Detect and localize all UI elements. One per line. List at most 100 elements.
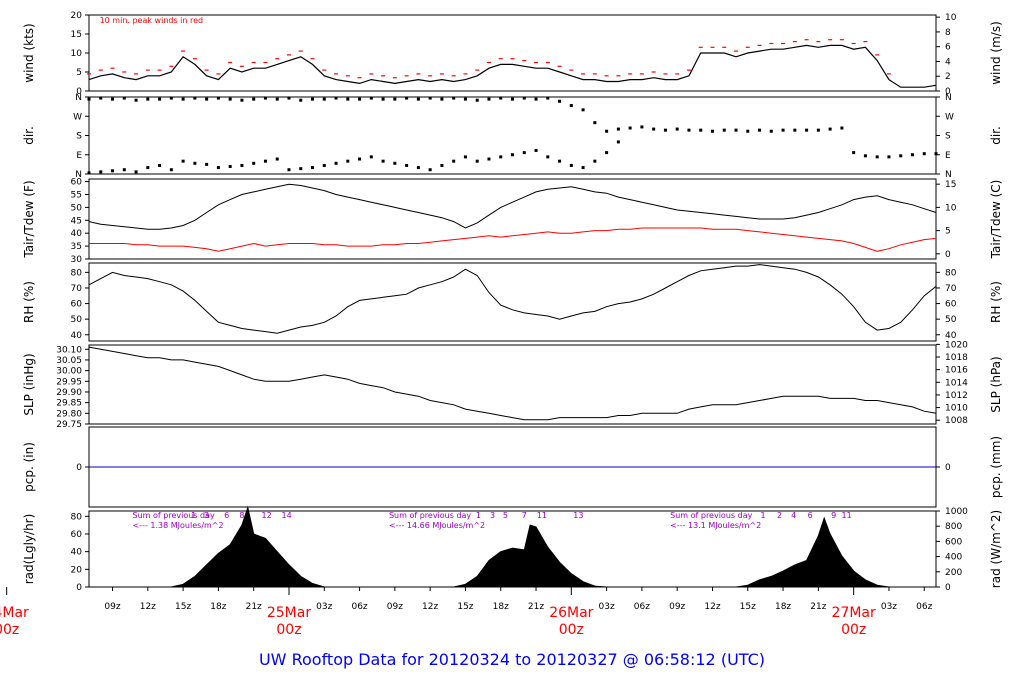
temp-left-tick-label: 50: [71, 203, 83, 213]
dir-point: [605, 151, 609, 155]
dir-point: [146, 166, 150, 170]
time-tick-label: 03z: [881, 602, 897, 612]
temp-left-tick-label: 30: [71, 255, 83, 265]
wind-series-line-1: [88, 44, 937, 88]
dir-point: [593, 159, 597, 163]
rad-hour-mark: 9: [831, 511, 836, 520]
dir-point: [416, 166, 420, 170]
dir-point: [322, 97, 326, 101]
dir-point: [875, 155, 879, 159]
time-tick-label: 12z: [140, 602, 156, 612]
slp-right-tick-label: 1008: [945, 416, 968, 426]
time-tick-label: 21z: [246, 602, 262, 612]
dir-point: [899, 154, 903, 158]
time-tick-label: 18z: [210, 602, 226, 612]
rh-left-tick-label: 40: [71, 331, 83, 341]
dir-right-axis-label: dir.: [989, 126, 1003, 145]
dir-point: [122, 96, 126, 100]
temp-right-tick-label: 5: [945, 227, 951, 237]
wind-left-axis-label: wind (kts): [22, 23, 36, 82]
pcp-left-tick-label: 0: [76, 463, 82, 473]
dir-point: [534, 148, 538, 152]
time-tick-label: 06z: [634, 602, 650, 612]
rad-right-tick-label: 400: [945, 553, 962, 563]
dir-point: [828, 127, 832, 131]
wind-panel-frame: [88, 14, 937, 92]
slp-panel-frame: [88, 344, 937, 425]
rh-right-tick-label: 40: [945, 331, 957, 341]
wind-left-tick-label: 15: [71, 30, 82, 40]
slp-left-tick-label: 30.00: [56, 367, 82, 377]
dir-point: [405, 96, 409, 100]
dir-point: [87, 97, 91, 101]
day-time-label: 00z: [841, 622, 866, 638]
slp-left-tick-label: 30.05: [56, 356, 82, 366]
time-tick-label: 18z: [775, 602, 791, 612]
rh-left-axis-label: RH (%): [22, 281, 36, 323]
dir-point: [358, 157, 362, 161]
dir-point: [381, 159, 385, 163]
dir-point: [581, 108, 585, 112]
dir-point: [522, 96, 526, 100]
temp-right-tick-label: 10: [945, 203, 957, 213]
dir-right-tick-label: W: [945, 112, 954, 122]
rad-sum-value: <--- 13.1 MJoules/m^2: [670, 521, 761, 530]
temp-left-tick-label: 35: [71, 242, 82, 252]
time-tick-label: 03z: [316, 602, 332, 612]
dir-point: [616, 127, 620, 131]
dir-point: [687, 128, 691, 132]
dir-point: [522, 151, 526, 155]
dir-point: [205, 162, 209, 166]
dir-point: [722, 128, 726, 132]
rh-panel-frame: [88, 262, 937, 342]
dir-point: [87, 171, 91, 175]
rad-left-tick-label: 20: [71, 565, 83, 575]
dir-panel-frame: [88, 96, 937, 175]
dir-point: [134, 170, 138, 174]
temp-right-tick-label: 0: [945, 250, 951, 260]
dir-point: [440, 163, 444, 167]
time-tick-label: 09z: [104, 602, 120, 612]
dir-point: [169, 96, 173, 100]
dir-point: [840, 126, 844, 130]
temp-right-axis-label: Tair/Tdew (C): [989, 180, 1003, 260]
rad-right-tick-label: 600: [945, 537, 962, 547]
dir-point: [475, 159, 479, 163]
dir-point: [534, 97, 538, 101]
rh-right-tick-label: 70: [945, 284, 957, 294]
time-tick-label: 21z: [810, 602, 826, 612]
rad-hour-mark: 5: [503, 511, 508, 520]
dir-left-tick-label: N: [75, 93, 82, 103]
rad-hour-mark: 12: [262, 511, 272, 520]
rh-right-tick-label: 80: [945, 268, 957, 278]
dir-point: [758, 128, 762, 132]
slp-right-tick-label: 1018: [945, 353, 968, 363]
dir-point: [805, 128, 809, 132]
rad-hour-mark: 14: [282, 511, 292, 520]
temp-left-tick-label: 40: [71, 229, 83, 239]
dir-point: [922, 152, 926, 156]
dir-point: [158, 163, 162, 167]
rh-left-tick-label: 50: [71, 315, 83, 325]
rad-hour-mark: 6: [224, 511, 229, 520]
dir-point: [734, 128, 738, 132]
time-tick-label: 21z: [528, 602, 544, 612]
rad-left-tick-label: 60: [71, 530, 83, 540]
dir-point: [428, 96, 432, 100]
dir-point: [346, 97, 350, 101]
dir-point: [852, 151, 856, 155]
dir-right-tick-label: N: [945, 93, 952, 103]
rad-hour-mark: 11: [537, 511, 547, 520]
dir-point: [240, 98, 244, 102]
dir-point: [393, 161, 397, 165]
wind-left-tick-label: 5: [76, 68, 82, 78]
wind-peak-annotation: 10 min. peak winds in red: [100, 16, 204, 25]
dir-point: [428, 168, 432, 172]
dir-point: [487, 97, 491, 101]
dir-point: [511, 153, 514, 157]
radiation-area-day-3: [735, 516, 889, 588]
wind-right-axis-label: wind (m/s): [989, 21, 1003, 85]
wind-right-tick-label: 4: [945, 57, 951, 67]
rh-left-tick-label: 60: [71, 300, 83, 310]
